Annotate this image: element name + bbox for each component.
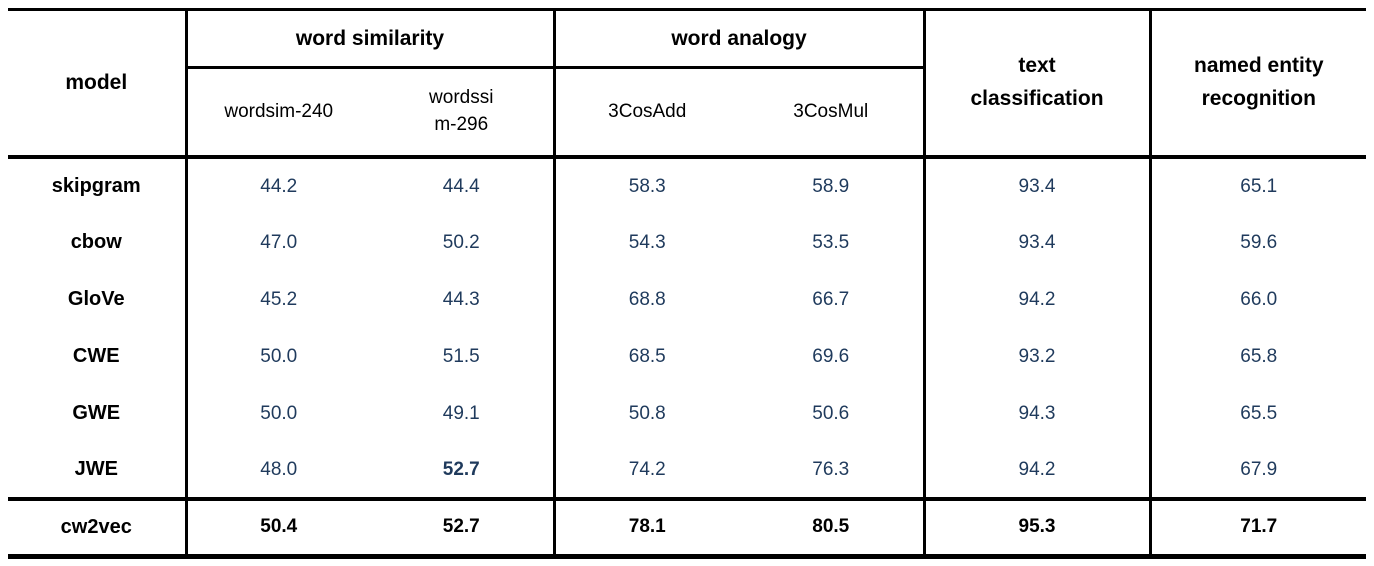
metric-value-text-classification: 95.3 <box>924 499 1152 556</box>
metric-value-named-entity-recognition: 67.9 <box>1240 458 1278 480</box>
metric-value-wordssim-296: 52.7 <box>370 442 556 499</box>
table-row: cbow 47.0 50.2 54.3 53.5 93.4 59.6 <box>8 214 1366 271</box>
model-name: cw2vec <box>8 499 188 556</box>
metric-value-3cosadd: 68.8 <box>628 288 666 310</box>
header-group-row: model word similarity word analogy text … <box>8 9 1366 157</box>
column-group-word-similarity: word similarity <box>186 9 556 69</box>
metric-value-wordsim-240: 44.2 <box>260 175 298 197</box>
model-name: cbow <box>8 214 188 271</box>
metric-value-wordssim-296: 52.7 <box>370 499 556 556</box>
metric-value-3cosmul: 80.5 <box>739 499 926 556</box>
metric-value-wordssim-296: 51.5 <box>370 328 556 385</box>
metric-value-3cosmul: 76.3 <box>739 442 926 499</box>
metric-value-text-classification: 94.2 <box>924 271 1152 328</box>
model-name: CWE <box>8 328 188 385</box>
metric-value-wordssim-296: 49.1 <box>370 385 556 442</box>
model-name: JWE <box>8 442 188 499</box>
metric-value-named-entity-recognition: 65.5 <box>1240 402 1278 424</box>
metric-value-wordsim-240: 50.4 <box>260 516 298 538</box>
column-header-3cosadd: 3CosAdd <box>608 100 687 122</box>
column-header-text-classification: text classification <box>924 9 1152 157</box>
metric-value-wordssim-296: 44.3 <box>370 271 556 328</box>
model-name: skipgram <box>8 157 188 214</box>
metric-value-wordsim-240: 45.2 <box>260 288 298 310</box>
column-header-wordsim-240: wordsim-240 <box>224 100 334 122</box>
table-row: skipgram 44.2 44.4 58.3 58.9 93.4 65.1 <box>8 157 1366 214</box>
table-final-row-body: cw2vec 50.4 52.7 78.1 80.5 95.3 71.7 <box>8 499 1367 556</box>
metric-value-3cosmul: 50.6 <box>739 385 926 442</box>
model-name: GloVe <box>8 271 188 328</box>
table-header: model word similarity word analogy text … <box>8 9 1367 157</box>
metric-value-3cosmul: 53.5 <box>739 214 926 271</box>
table-row: CWE 50.0 51.5 68.5 69.6 93.2 65.8 <box>8 328 1366 385</box>
metric-value-text-classification: 94.2 <box>924 442 1152 499</box>
metric-value-named-entity-recognition: 71.7 <box>1240 516 1278 538</box>
metric-value-3cosmul: 58.9 <box>739 157 926 214</box>
column-header-wordssim-296: wordssi m-296 <box>370 67 556 157</box>
metric-value-3cosadd: 54.3 <box>628 231 666 253</box>
model-name: GWE <box>8 385 188 442</box>
metric-value-named-entity-recognition: 65.1 <box>1240 175 1278 197</box>
metric-value-text-classification: 93.4 <box>924 214 1152 271</box>
metric-value-wordssim-296: 44.4 <box>370 157 556 214</box>
metric-value-wordsim-240: 50.0 <box>260 345 298 367</box>
header-sub-row: wordsim-240 wordssi m-296 3CosAdd 3CosMu… <box>8 67 1366 157</box>
column-header-named-entity-recognition: named entity recognition <box>1194 54 1324 110</box>
results-table: model word similarity word analogy text … <box>8 8 1367 559</box>
metric-value-wordsim-240: 50.0 <box>260 402 298 424</box>
metric-value-wordssim-296: 50.2 <box>370 214 556 271</box>
metric-value-named-entity-recognition: 65.8 <box>1240 345 1278 367</box>
metric-value-3cosadd: 74.2 <box>628 458 666 480</box>
table-row: GloVe 45.2 44.3 68.8 66.7 94.2 66.0 <box>8 271 1366 328</box>
metric-value-3cosmul: 69.6 <box>739 328 926 385</box>
metric-value-text-classification: 93.4 <box>924 157 1152 214</box>
metric-value-text-classification: 94.3 <box>924 385 1152 442</box>
metric-value-wordsim-240: 48.0 <box>260 458 298 480</box>
metric-value-3cosmul: 66.7 <box>739 271 926 328</box>
metric-value-named-entity-recognition: 59.6 <box>1240 231 1278 253</box>
metric-value-text-classification: 93.2 <box>924 328 1152 385</box>
metric-value-3cosadd: 78.1 <box>628 516 666 538</box>
metric-value-3cosadd: 68.5 <box>628 345 666 367</box>
column-header-model: model <box>8 9 188 157</box>
table-row: cw2vec 50.4 52.7 78.1 80.5 95.3 71.7 <box>8 499 1366 556</box>
metric-value-named-entity-recognition: 66.0 <box>1240 288 1278 310</box>
metric-value-3cosadd: 58.3 <box>628 175 666 197</box>
metric-value-wordsim-240: 47.0 <box>260 231 298 253</box>
table-row: GWE 50.0 49.1 50.8 50.6 94.3 65.5 <box>8 385 1366 442</box>
metric-value-3cosadd: 50.8 <box>628 402 666 424</box>
column-group-word-analogy: word analogy <box>554 9 926 69</box>
table-row: JWE 48.0 52.7 74.2 76.3 94.2 67.9 <box>8 442 1366 499</box>
column-header-3cosmul: 3CosMul <box>739 67 926 157</box>
table-body: skipgram 44.2 44.4 58.3 58.9 93.4 65.1 c… <box>8 157 1366 499</box>
